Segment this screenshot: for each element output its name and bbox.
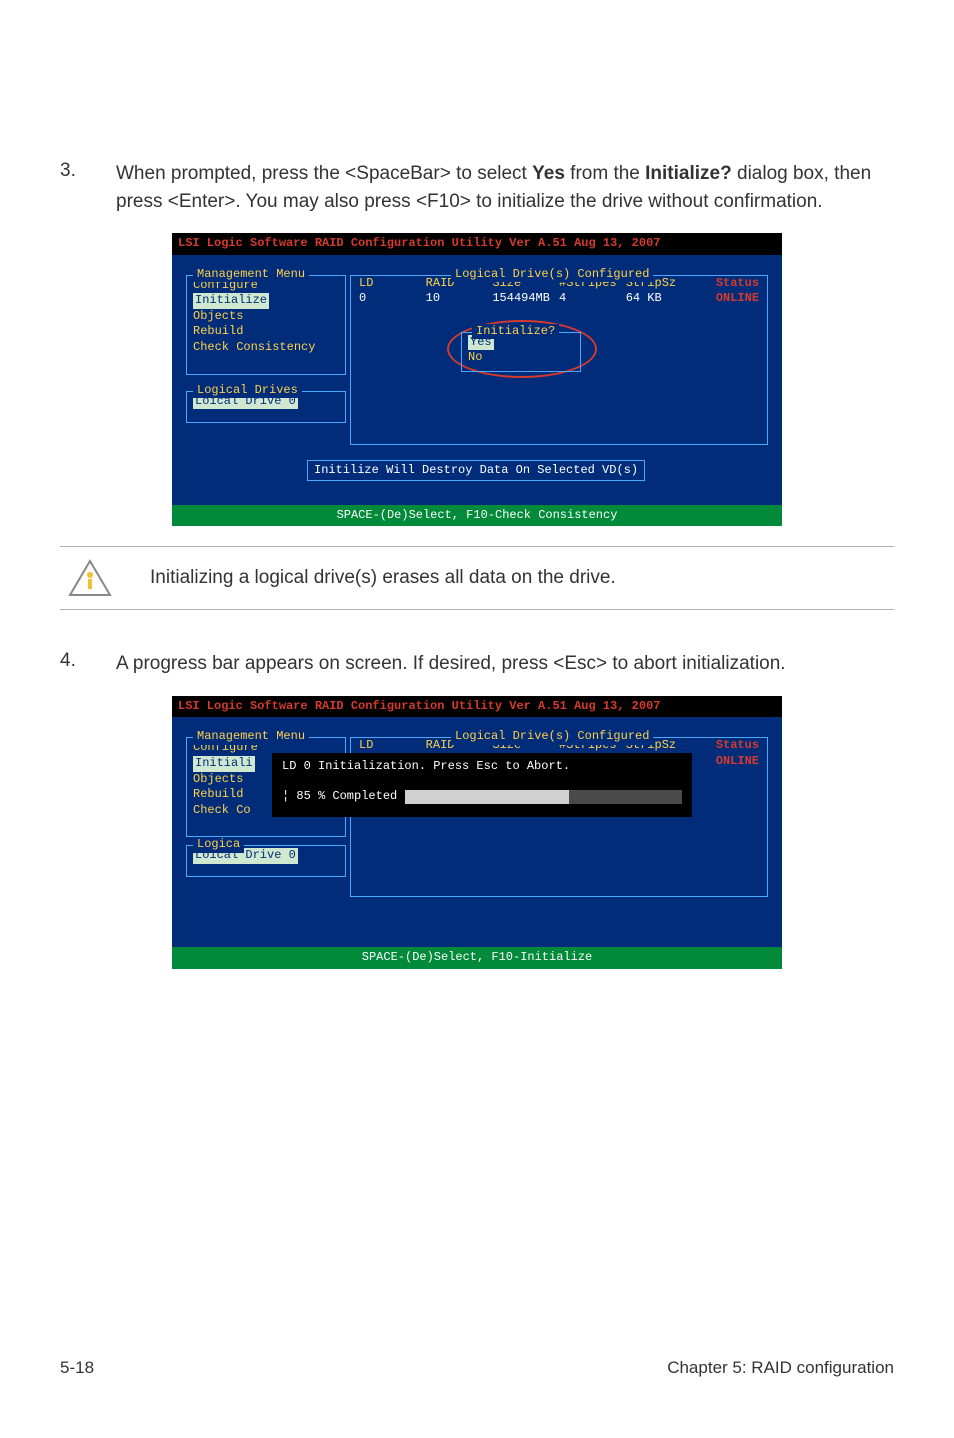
ss1-title: LSI Logic Software RAID Configuration Ut… [178, 236, 660, 250]
ss1-menu-items: Configure Initialize Objects Rebuild Che… [187, 276, 345, 358]
r-raid: 10 [426, 291, 493, 307]
init-dialog-title: Initialize? [472, 324, 559, 340]
screenshot-1: LSI Logic Software RAID Configuration Ut… [172, 233, 782, 526]
step-3-num: 3. [60, 160, 116, 215]
ss1-drive-row: 0 10 154494MB 4 64 KB ONLINE [351, 291, 767, 307]
ss1-warn-text: Initilize Will Destroy Data On Selected … [314, 463, 638, 477]
h-ld: LD [359, 276, 426, 292]
menu-objects: Objects [193, 309, 339, 325]
r-status: ONLINE [692, 291, 759, 307]
progress-fill [405, 790, 568, 804]
ss2-statusbar-text: SPACE-(De)Select, F10-Initialize [362, 950, 592, 964]
progress-label: ¦ 85 % Completed [282, 789, 397, 805]
ss2-statusbar: SPACE-(De)Select, F10-Initialize [172, 947, 782, 969]
step3-bold1: Yes [532, 163, 565, 184]
menu-initialize: Initialize [193, 293, 339, 309]
note-row: Initializing a logical drive(s) erases a… [60, 546, 894, 610]
footer-right: Chapter 5: RAID configuration [667, 1358, 894, 1378]
r-stripes: 4 [559, 291, 626, 307]
h2-status: Status [692, 738, 759, 754]
menu-check: Check Consistency [193, 340, 339, 356]
ss1-drive-title: Logical Drive(s) Configured [451, 267, 653, 283]
r-ld: 0 [359, 291, 426, 307]
ss2-ld-title: Logica [193, 837, 244, 853]
ss2-titlebar: LSI Logic Software RAID Configuration Ut… [172, 696, 782, 718]
ss1-ld-box: Logical Drives Loical Drive 0 [186, 391, 346, 423]
init-no: No [468, 350, 574, 366]
progress-bar [405, 790, 682, 804]
ss2-title: LSI Logic Software RAID Configuration Ut… [178, 699, 660, 713]
step3-bold2: Initialize? [645, 163, 732, 184]
progress-row: ¦ 85 % Completed [282, 789, 682, 805]
r-stripsz: 64 KB [626, 291, 693, 307]
ss2-online: ONLINE [716, 754, 759, 770]
ss1-body: Management Menu Configure Initialize Obj… [172, 255, 782, 505]
menu-rebuild: Rebuild [193, 324, 339, 340]
ss1-statusbar: SPACE-(De)Select, F10-Check Consistency [172, 505, 782, 527]
menu2-initialize-hl: Initiali [193, 756, 255, 772]
progress-msg: LD 0 Initialization. Press Esc to Abort. [282, 759, 682, 775]
ss2-body: Management Menu Configure Initiali Objec… [172, 717, 782, 947]
ss1-menu-title: Management Menu [193, 267, 309, 283]
warning-icon [68, 559, 112, 597]
progress-box: LD 0 Initialization. Press Esc to Abort.… [272, 753, 692, 816]
step3-text-a: When prompted, press the <SpaceBar> to s… [116, 163, 532, 184]
h2-ld: LD [359, 738, 426, 754]
menu-initialize-hl: Initialize [193, 293, 269, 309]
r-size: 154494MB [492, 291, 559, 307]
page-footer: 5-18 Chapter 5: RAID configuration [60, 1358, 894, 1378]
step-3: 3. When prompted, press the <SpaceBar> t… [60, 160, 894, 215]
ss1-menu-box: Management Menu Configure Initialize Obj… [186, 275, 346, 375]
init-dialog: Initialize? Yes No [461, 332, 581, 372]
ss1-titlebar: LSI Logic Software RAID Configuration Ut… [172, 233, 782, 255]
ss2-menu-title: Management Menu [193, 729, 309, 745]
ss2-drive-title: Logical Drive(s) Configured [451, 729, 653, 745]
ss1-warn-box: Initilize Will Destroy Data On Selected … [307, 460, 645, 482]
step-4: 4. A progress bar appears on screen. If … [60, 650, 894, 678]
ss1-ld-title: Logical Drives [193, 383, 302, 399]
ss1-statusbar-text: SPACE-(De)Select, F10-Check Consistency [337, 508, 618, 522]
ss1-drive-box: Logical Drive(s) Configured LD RAID Size… [350, 275, 768, 445]
step-3-text: When prompted, press the <SpaceBar> to s… [116, 160, 894, 215]
ss2-ld-box: Logica Loical Drive 0 [186, 845, 346, 877]
step3-text-b: from the [565, 163, 645, 184]
screenshot-2: LSI Logic Software RAID Configuration Ut… [172, 696, 782, 969]
note-text: Initializing a logical drive(s) erases a… [150, 567, 616, 589]
step-4-num: 4. [60, 650, 116, 678]
step-4-text: A progress bar appears on screen. If des… [116, 650, 786, 678]
h-status: Status [692, 276, 759, 292]
footer-left: 5-18 [60, 1358, 94, 1378]
